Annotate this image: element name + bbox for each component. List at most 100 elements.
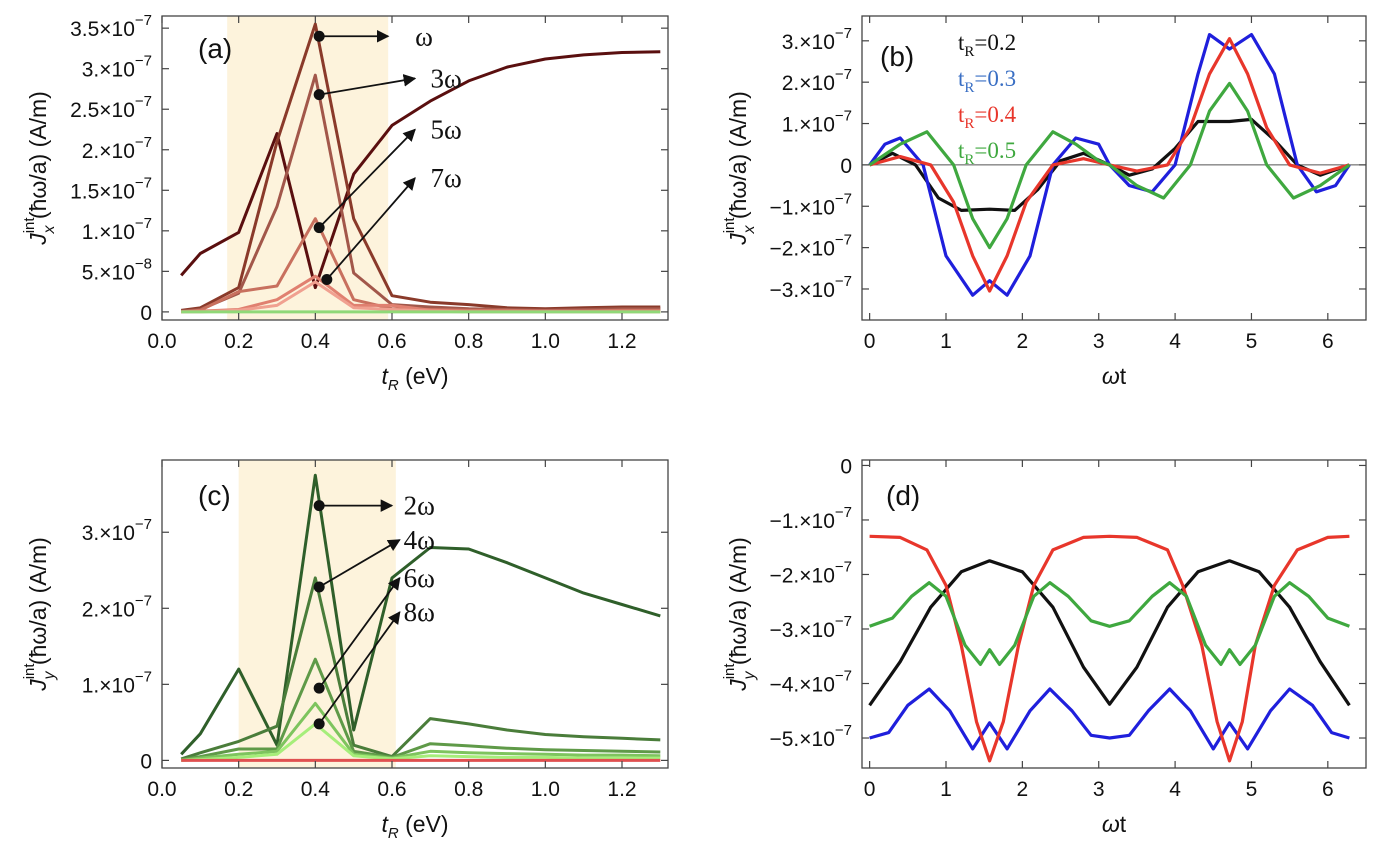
legend-entry: tR=0.2	[958, 30, 1016, 60]
series-line-2-	[180, 473, 661, 756]
y-axis-label: Jint x (ħω/a) (A/m)	[21, 91, 58, 246]
x-tick-label: 0.8	[454, 330, 483, 353]
y-tick-label: 2.×10−7	[82, 134, 152, 163]
annotation-label: 2ω	[404, 491, 435, 521]
x-tick-label: 1.2	[607, 330, 636, 353]
panel-label: (d)	[886, 480, 920, 511]
y-tick-label: −4.×10−7	[769, 668, 852, 697]
x-tick-label: 5	[1246, 778, 1258, 801]
x-tick-label: 1.0	[531, 778, 560, 801]
annotation-dot	[313, 682, 325, 694]
annotation-dot	[313, 581, 325, 593]
y-tick-label: 1.×10−7	[82, 668, 152, 697]
x-tick-label: 6	[1322, 778, 1334, 801]
series-line-t-R-0-3	[869, 687, 1350, 751]
series-line-10-	[181, 722, 661, 762]
x-tick-label: 2	[1017, 330, 1029, 353]
x-tick-label: 0.4	[301, 330, 331, 353]
plot-frame	[161, 459, 669, 769]
x-tick-label: 0	[864, 778, 876, 801]
x-axis-label: ωt	[1102, 363, 1127, 389]
x-tick-label: 0.0	[147, 330, 176, 353]
series-line-4-	[180, 576, 661, 761]
series-line-3-	[181, 22, 661, 312]
y-tick-label: 3.×10−7	[782, 25, 852, 54]
y-tick-label: −3.×10−7	[769, 613, 852, 642]
y-tick-label: 1.×10−7	[782, 108, 852, 137]
series-group	[868, 534, 1351, 763]
x-tick-label: 4	[1169, 778, 1181, 801]
panel-a-chart: 0.0 0.2 0.4 0.6 0.8 1.0 1.2 0 5.×10−8 1.×10−7 1.5×…	[21, 12, 669, 394]
y-tick-label: −1.×10−7	[769, 190, 852, 219]
series-line-t-R-0-5	[868, 81, 1351, 250]
plot-frame	[161, 15, 669, 321]
legend-entry: tR=0.3	[958, 66, 1016, 96]
panel-b-chart: 0 1 2 3 4 5 6 −3.×10−7 −2.×10−7 −1.×10−7 0 1.×10−7 2…	[721, 15, 1367, 389]
annotation-label: 5ω	[431, 114, 462, 144]
y-tick-label: 3.5×10−7	[70, 12, 152, 41]
x-tick-label: 3	[1093, 330, 1105, 353]
y-tick-label: 0	[840, 455, 852, 478]
x-tick-label: 0.4	[301, 778, 331, 801]
x-axis-label: tR (eV)	[381, 811, 448, 842]
y-tick-label: 2.×10−7	[82, 592, 152, 621]
series-line-8-	[181, 701, 661, 762]
y-tick-label: 5.×10−8	[82, 255, 152, 284]
annotation-label: 8ω	[404, 597, 435, 627]
annotation-dot	[313, 718, 325, 730]
y-tick-label: 0	[840, 155, 852, 178]
series-line-t-R-0-2	[868, 559, 1351, 707]
y-tick-label: 2.5×10−7	[70, 93, 152, 122]
y-tick-label: −3.×10−7	[769, 273, 852, 302]
y-tick-label: 1.×10−7	[82, 215, 152, 244]
x-tick-label: 3	[1093, 778, 1105, 801]
y-tick-label: 0	[140, 750, 152, 773]
x-tick-label: 1	[940, 330, 952, 353]
x-tick-label: 0.6	[377, 778, 406, 801]
x-tick-label: 0.2	[224, 330, 253, 353]
annotation-label: 7ω	[431, 163, 462, 193]
annotation-label: 3ω	[431, 63, 462, 93]
annotation-label: 4ω	[404, 525, 435, 555]
x-axis-label: ωt	[1102, 811, 1127, 837]
panel-c-chart: 0.0 0.2 0.4 0.6 0.8 1.0 1.2 0 1.×10−7 2.×10−7 3.×1…	[21, 459, 669, 842]
annotation-arrow	[326, 177, 416, 281]
plot-frame	[861, 15, 1367, 321]
panel-label: (c)	[198, 480, 231, 511]
x-tick-label: 2	[1017, 778, 1029, 801]
series-group	[180, 22, 661, 314]
y-tick-label: 2.×10−7	[782, 66, 852, 95]
panel-d-chart: 0 1 2 3 4 5 6 −5.×10−7 −4.×10−7 −3.×10−7 −2.×10−7 −…	[721, 455, 1367, 837]
x-tick-label: 1.0	[531, 330, 560, 353]
legend-entry: tR=0.4	[958, 102, 1017, 132]
y-axis-label: Jint y (ħω/a) (A/m)	[721, 537, 758, 692]
x-tick-label: 6	[1322, 330, 1334, 353]
annotation-label: 6ω	[404, 563, 435, 593]
annotation-arrow	[318, 539, 401, 588]
annotation-label: ω	[415, 21, 433, 51]
x-tick-label: 1	[940, 778, 952, 801]
shaded-region	[238, 460, 396, 768]
x-tick-label: 5	[1246, 330, 1258, 353]
legend-entry: tR=0.5	[958, 138, 1016, 168]
y-tick-label: 3.×10−7	[82, 53, 152, 82]
y-axis-label: Jint x (ħω/a) (A/m)	[721, 91, 758, 246]
x-axis-label: tR (eV)	[381, 363, 448, 394]
x-tick-label: 0.8	[454, 778, 483, 801]
annotation-arrow	[318, 576, 401, 689]
annotation-dot	[313, 30, 325, 42]
y-tick-label: 0	[140, 302, 152, 325]
y-tick-label: 1.5×10−7	[70, 174, 152, 203]
annotation-arrow	[319, 74, 417, 96]
annotation-dot	[313, 500, 325, 512]
y-tick-label: −2.×10−7	[769, 232, 852, 261]
x-tick-label: 4	[1169, 330, 1181, 353]
panel-label: (a)	[198, 33, 232, 64]
annotation-dot	[313, 89, 325, 101]
series-line-t-R-0-4	[869, 534, 1350, 763]
y-tick-label: 3.×10−7	[82, 516, 152, 545]
annotation-arrow	[318, 128, 416, 229]
y-tick-label: −2.×10−7	[769, 558, 852, 587]
annotation-arrow	[318, 611, 401, 725]
